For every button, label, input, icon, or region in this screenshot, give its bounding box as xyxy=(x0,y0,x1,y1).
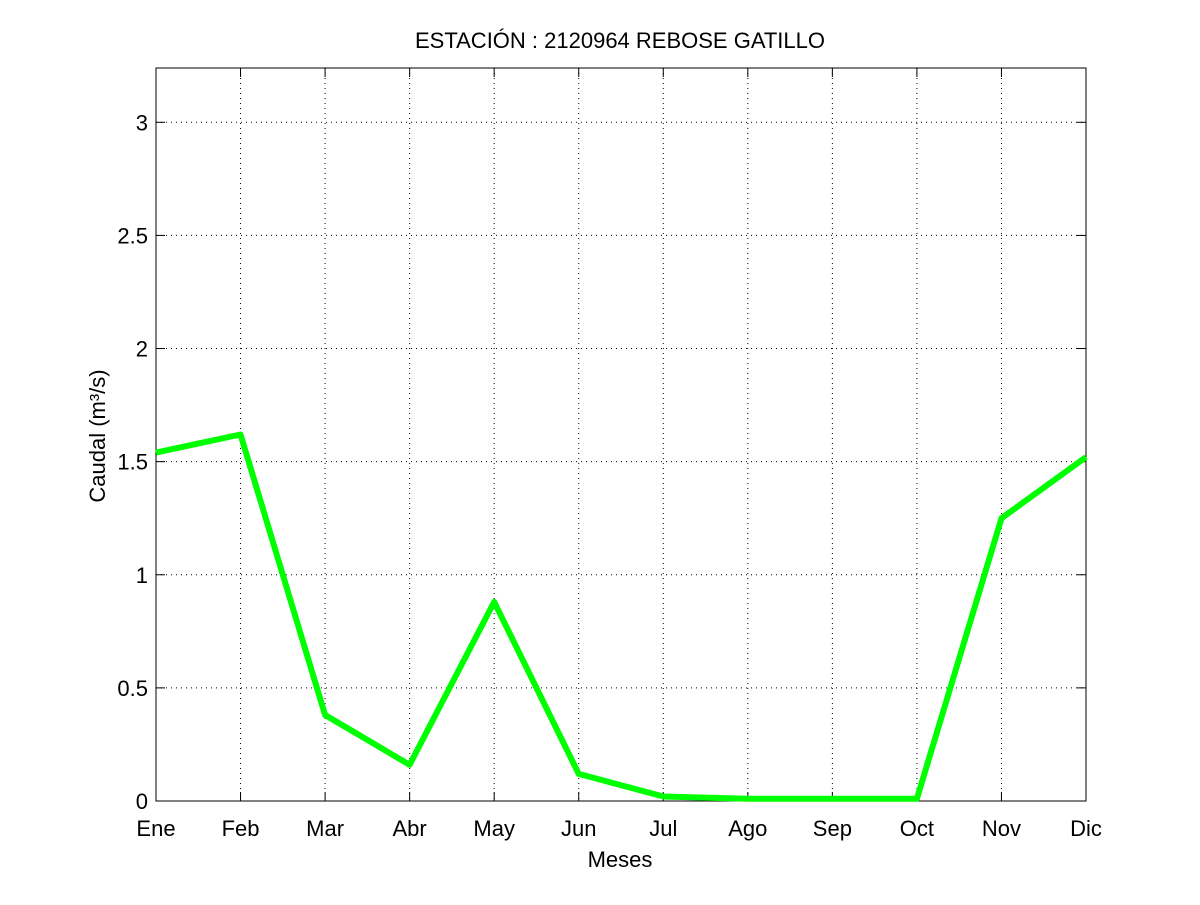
y-tick-label: 1.5 xyxy=(117,450,148,475)
x-tick-label: May xyxy=(473,816,515,841)
x-tick-label: Nov xyxy=(982,816,1021,841)
x-tick-label: Abr xyxy=(393,816,427,841)
x-tick-label: Jul xyxy=(649,816,677,841)
x-tick-label: Ene xyxy=(136,816,175,841)
x-tick-label: Mar xyxy=(306,816,344,841)
y-tick-label: 3 xyxy=(136,110,148,135)
y-tick-label: 1 xyxy=(136,563,148,588)
y-tick-label: 2.5 xyxy=(117,223,148,248)
y-axis-title: Caudal (m³/s) xyxy=(85,369,110,502)
x-tick-label: Oct xyxy=(900,816,934,841)
x-tick-label: Sep xyxy=(813,816,852,841)
x-tick-label: Jun xyxy=(561,816,596,841)
x-tick-label: Ago xyxy=(728,816,767,841)
chart-title: ESTACIÓN : 2120964 REBOSE GATILLO xyxy=(415,28,825,53)
x-tick-label: Feb xyxy=(222,816,260,841)
y-tick-label: 0.5 xyxy=(117,676,148,701)
y-tick-label: 0 xyxy=(136,789,148,814)
x-tick-labels: Ene Feb Mar Abr May Jun Jul Ago Sep Oct Nov Dic xyxy=(136,816,1101,841)
x-tick-label: Dic xyxy=(1070,816,1102,841)
y-tick-labels: 0 0.5 1 1.5 2 2.5 3 xyxy=(117,110,148,814)
x-axis-title: Meses xyxy=(588,847,653,872)
y-tick-label: 2 xyxy=(136,337,148,362)
